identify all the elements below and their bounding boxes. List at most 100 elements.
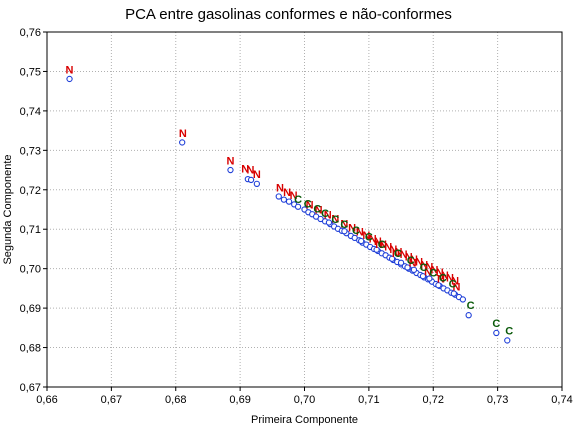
y-tick-label: 0,71: [20, 224, 41, 236]
point-label-n: N: [405, 251, 413, 263]
point-label-n: N: [362, 230, 370, 242]
data-point: [419, 273, 427, 280]
point-label-n: N: [324, 210, 332, 222]
data-point: [465, 312, 472, 319]
chart-title: PCA entre gasolinas conformes e não-conf…: [125, 6, 452, 23]
data-point: [373, 246, 380, 253]
data-point: [357, 237, 365, 245]
x-tick-label: 0,72: [423, 394, 444, 406]
point-label-n: N: [409, 257, 417, 269]
y-tick-label: 0,70: [20, 264, 41, 276]
point-label-n: N: [451, 276, 459, 288]
data-point: [504, 337, 511, 344]
point-label-n: N: [340, 218, 348, 230]
point-label-c: C: [467, 300, 475, 312]
point-label-n: N: [424, 266, 432, 278]
point-label-c: C: [352, 225, 360, 237]
point-label-c: C: [505, 326, 513, 338]
data-point: [426, 275, 433, 282]
point-label-c: C: [331, 214, 339, 226]
x-tick-label: 0,74: [551, 394, 572, 406]
point-label-n: N: [452, 281, 460, 293]
x-tick-label: 0,71: [358, 394, 379, 406]
y-tick-label: 0,67: [20, 382, 41, 394]
point-label-n: N: [306, 199, 314, 211]
point-label-n: N: [356, 227, 364, 239]
data-point: [397, 259, 405, 266]
point-label-n: N: [276, 182, 284, 194]
point-label-c: C: [313, 204, 321, 216]
point-label-n: N: [437, 274, 445, 286]
data-point: [285, 198, 293, 205]
point-label-n: N: [446, 273, 454, 285]
point-label-n: N: [379, 239, 387, 251]
point-label-n: N: [226, 156, 234, 168]
data-point: [404, 264, 411, 271]
point-label-c: C: [340, 219, 348, 231]
point-label-n: N: [66, 64, 74, 76]
y-tick-label: 0,75: [20, 66, 41, 78]
data-point: [227, 166, 234, 174]
data-point: [341, 228, 348, 235]
data-point: [410, 266, 418, 273]
point-label-n: N: [315, 205, 323, 217]
data-point: [388, 255, 396, 262]
x-tick-label: 0,66: [36, 394, 57, 406]
data-point: [66, 75, 73, 83]
point-label-n: N: [331, 214, 339, 226]
y-tick-label: 0,69: [20, 303, 41, 315]
point-label-n: N: [441, 270, 449, 282]
point-label-n: N: [395, 247, 403, 259]
point-label-c: C: [449, 278, 457, 290]
point-label-n: N: [420, 259, 428, 271]
point-label-c: C: [378, 239, 386, 251]
point-label-n: N: [436, 267, 444, 279]
point-label-n: N: [400, 249, 408, 261]
point-label-n: N: [384, 242, 392, 254]
point-label-n: N: [253, 169, 261, 181]
x-tick-label: 0,73: [487, 394, 508, 406]
point-label-n: N: [290, 190, 298, 202]
point-label-c: C: [492, 318, 500, 330]
point-label-n: N: [283, 187, 291, 199]
point-label-n: N: [375, 239, 383, 251]
y-tick-label: 0,72: [20, 185, 41, 197]
data-point: [450, 290, 457, 297]
point-label-c: C: [407, 255, 415, 267]
y-tick-label: 0,74: [20, 106, 41, 118]
data-point: [247, 176, 255, 184]
point-label-n: N: [389, 244, 397, 256]
point-label-c: C: [429, 268, 437, 280]
point-label-n: N: [348, 222, 356, 234]
point-label-c: C: [420, 262, 428, 274]
data-point: [280, 196, 288, 203]
data-point: [459, 296, 467, 303]
data-point: [275, 193, 282, 200]
axis-ticks: 0,66 0,67 0,68 0,69 0,70 0,71 0,72 0,73 0,740,67…: [20, 27, 573, 406]
point-label-c: C: [294, 194, 302, 206]
point-label-n: N: [374, 236, 382, 248]
y-tick-label: 0,68: [20, 343, 41, 355]
point-label-c: C: [304, 199, 312, 211]
y-axis-label: Segunda Componente: [2, 154, 14, 264]
point-label-c: C: [439, 273, 447, 285]
data-point: [179, 139, 186, 146]
point-label-n: N: [415, 257, 423, 269]
point-label-n: N: [392, 248, 400, 260]
data-point: [435, 282, 442, 289]
data-point: [294, 203, 302, 210]
point-label-n: N: [246, 164, 254, 176]
point-label-c: C: [394, 248, 402, 260]
point-label-n: N: [410, 254, 418, 266]
x-tick-label: 0,70: [294, 394, 315, 406]
point-label-n: N: [241, 163, 249, 175]
y-tick-label: 0,76: [20, 27, 41, 39]
x-tick-label: 0,68: [165, 394, 186, 406]
grid-lines: [47, 32, 562, 387]
data-point: [325, 219, 333, 226]
point-label-c: C: [365, 232, 373, 244]
data-point: [493, 329, 500, 337]
x-tick-label: 0,69: [229, 394, 250, 406]
